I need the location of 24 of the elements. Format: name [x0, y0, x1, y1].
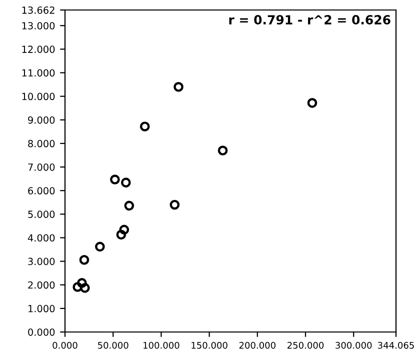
- y-tick-label: 12.000: [22, 46, 55, 54]
- y-tick-label: 11.000: [22, 69, 55, 77]
- x-tick-label: 344.065: [378, 342, 414, 349]
- y-tick-label: 6.000: [28, 187, 55, 194]
- y-tick-label: 13.662: [22, 6, 54, 14]
- y-tick-label: 0.000: [28, 328, 55, 336]
- y-tick-label: 8.000: [28, 140, 55, 148]
- y-tick-label: 9.000: [28, 116, 55, 124]
- x-tick-label: 50.000: [98, 342, 128, 349]
- x-tick-label: 100.000: [144, 342, 180, 349]
- y-tick-label: 7.000: [28, 163, 55, 171]
- y-tick-label: 3.000: [28, 258, 55, 266]
- y-tick-label: 4.000: [28, 234, 55, 242]
- y-tick-label: 5.000: [28, 210, 55, 218]
- y-tick-label: 1.000: [28, 304, 55, 312]
- y-tick-label: 13.000: [22, 22, 55, 30]
- annotation: r = 0.791 - r^2 = 0.626: [229, 15, 390, 25]
- x-tick-label: 150.000: [192, 342, 228, 349]
- x-tick-label: 300.000: [336, 342, 372, 349]
- x-tick-label: 200.000: [239, 342, 276, 349]
- x-tick-label: 0.000: [52, 342, 78, 349]
- y-tick-label: 2.000: [28, 281, 55, 289]
- y-tick-label: 10.000: [22, 92, 55, 100]
- x-tick-label: 250.000: [288, 342, 324, 349]
